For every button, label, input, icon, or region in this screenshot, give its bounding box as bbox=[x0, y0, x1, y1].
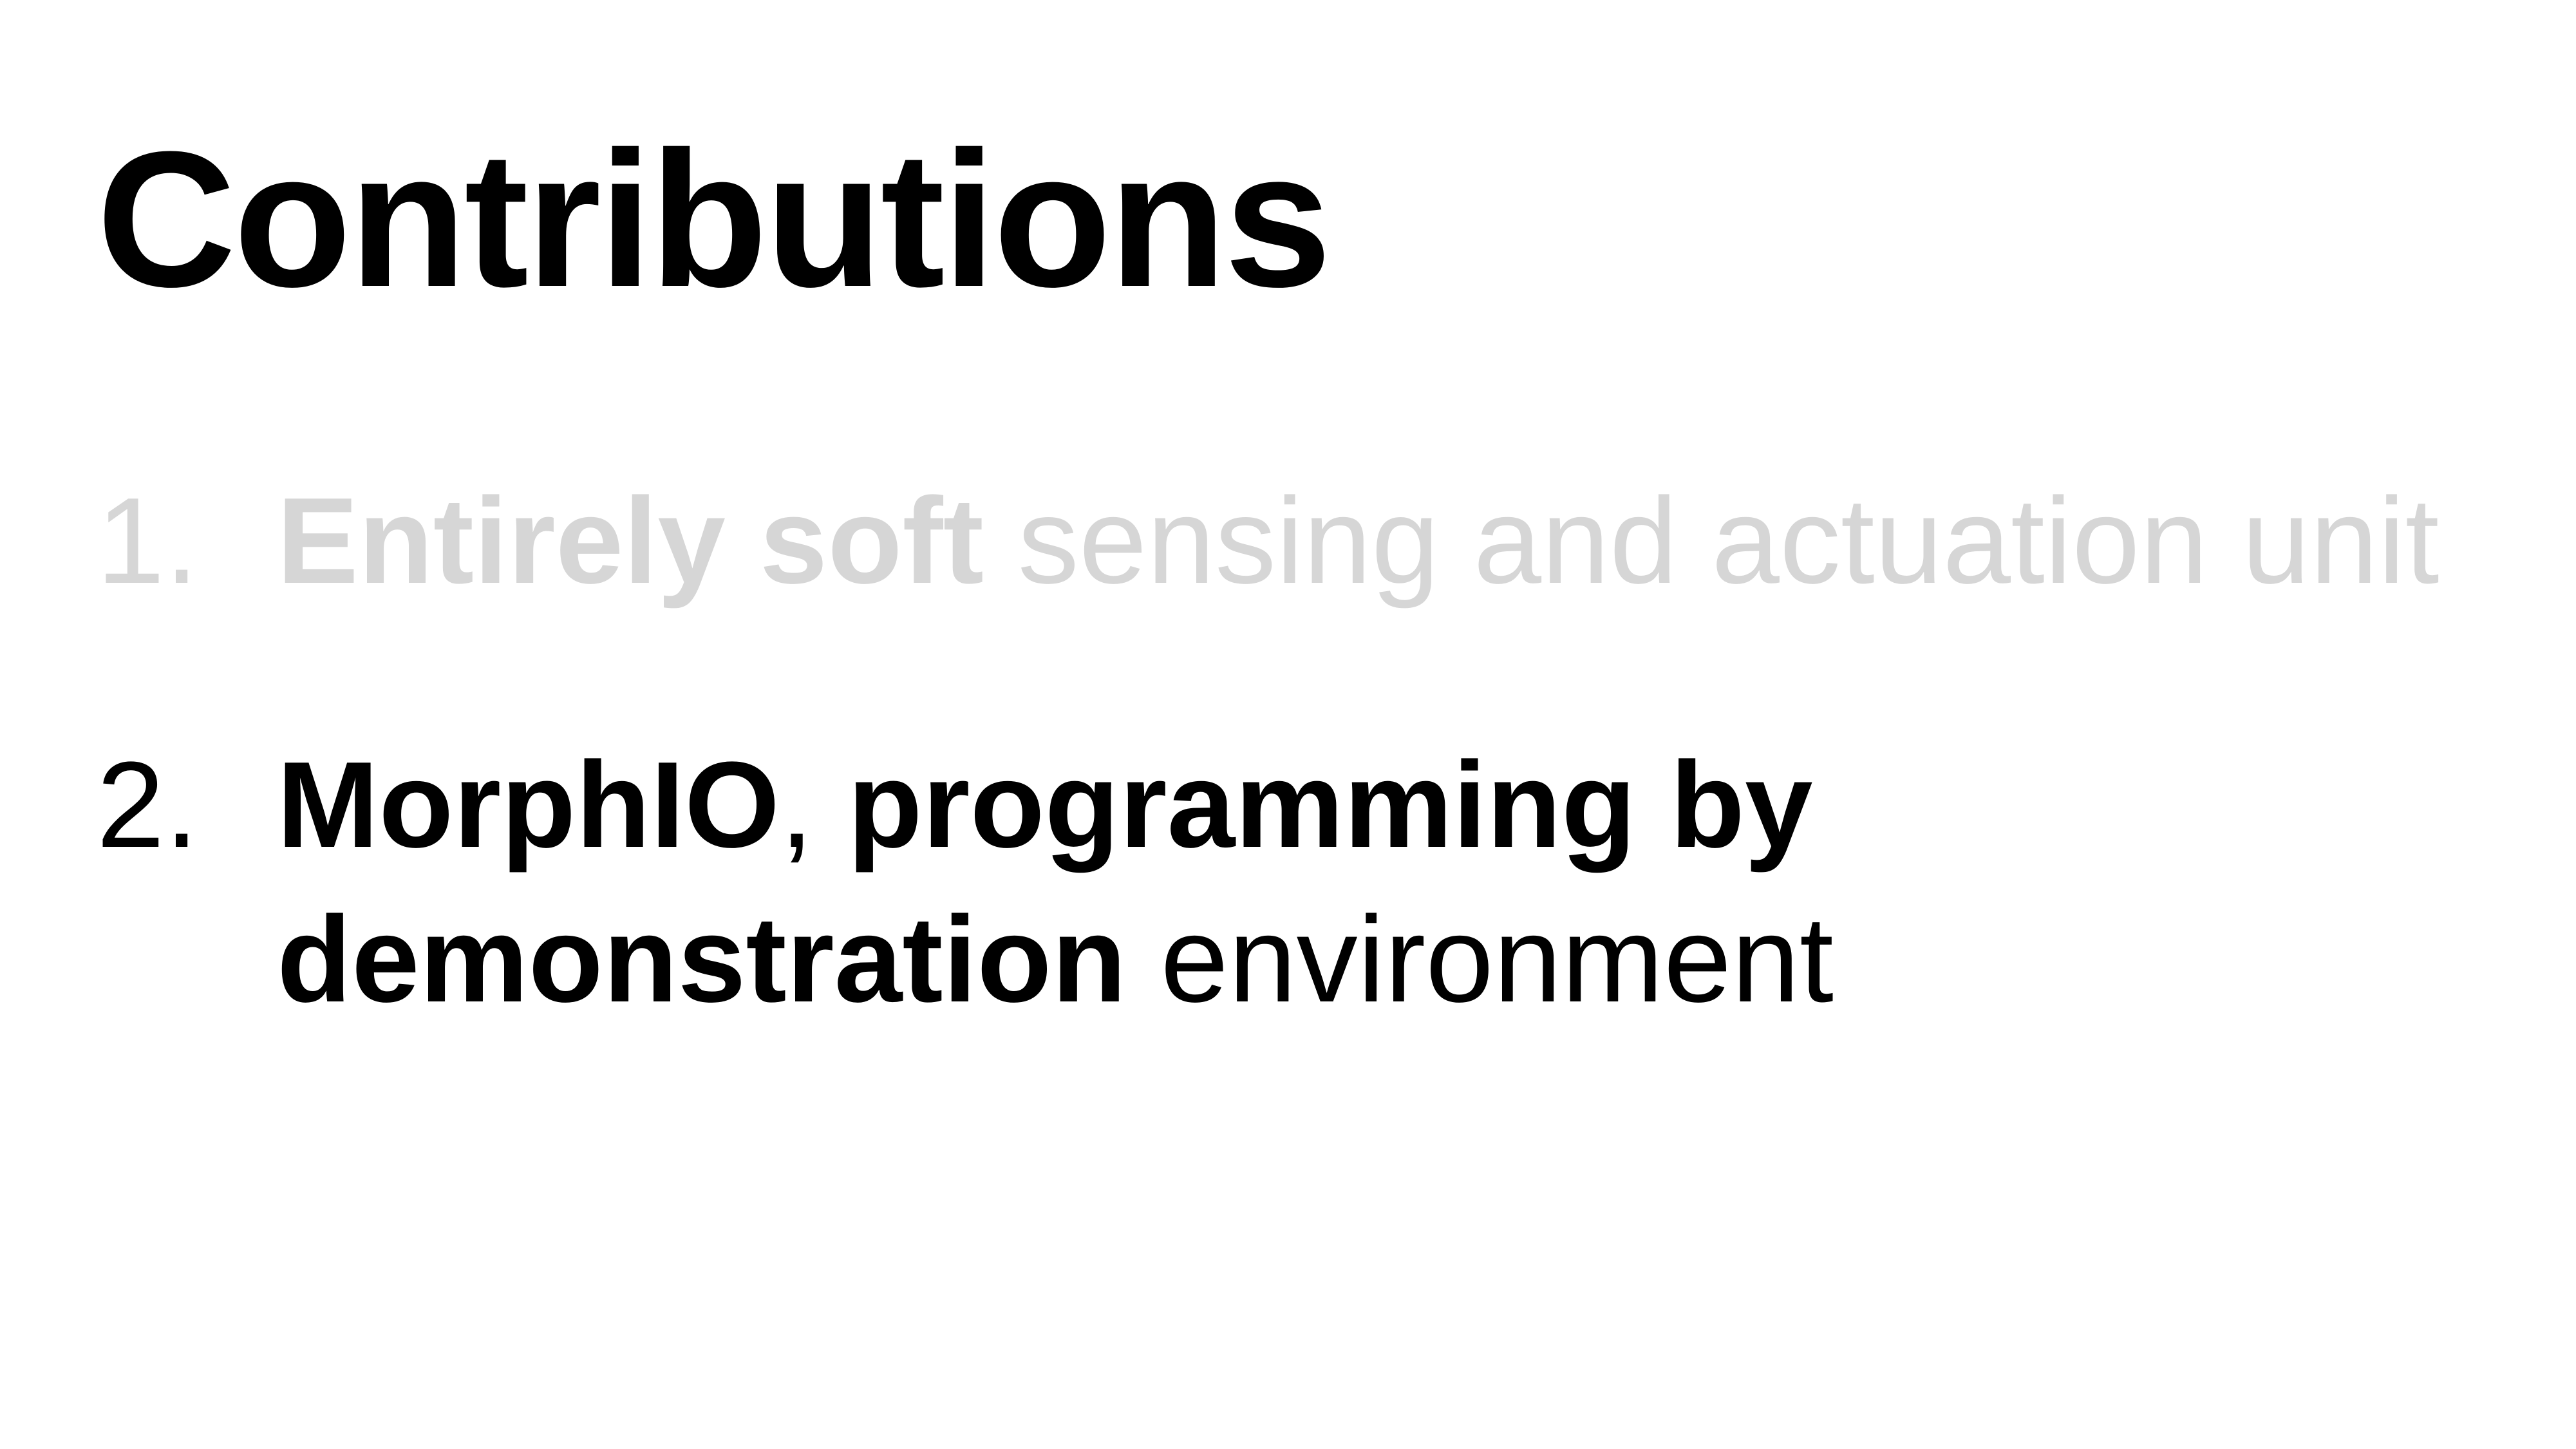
slide-title: Contributions bbox=[97, 111, 1331, 327]
item-number: 1. bbox=[97, 473, 199, 609]
item-text: MorphIO, programming by demonstration en… bbox=[277, 728, 2208, 1037]
item-regular-text: sensing and actuation unit bbox=[983, 473, 2440, 609]
item-regular-text: , bbox=[779, 737, 848, 873]
item-bold-text: MorphIO bbox=[277, 737, 780, 873]
item-text: Entirely soft sensing and actuation unit bbox=[277, 464, 2440, 618]
item-number: 2. bbox=[97, 737, 199, 873]
item-bold-text: programming by demonstration bbox=[277, 737, 1813, 1028]
item-regular-text: environment bbox=[1126, 891, 1834, 1028]
item-bold-text: Entirely soft bbox=[277, 473, 984, 609]
